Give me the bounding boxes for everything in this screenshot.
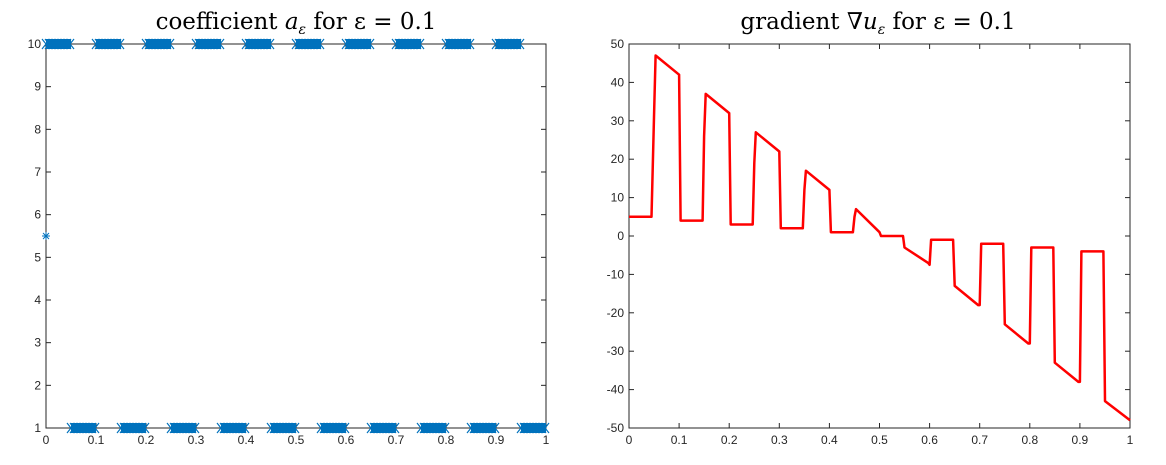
asterisk-markers <box>391 38 425 50</box>
x-tick-label: 0.6 <box>921 433 938 447</box>
tick-layer: 0 0.1 0.2 0.3 0.4 0.5 0.6 0.7 0.8 0.9 1 1 2 3 4 5 6 7 8 9 10 <box>28 37 550 447</box>
title-prefix: coefficient <box>156 9 285 35</box>
series-line <box>629 54 1131 422</box>
data-layer <box>629 54 1131 422</box>
tick-layer: 0 0.1 0.2 0.3 0.4 0.5 0.6 0.7 0.8 0.9 1 -50 -40 -30 -2… <box>607 37 1134 447</box>
x-tick-label: 0.7 <box>388 433 405 447</box>
chart-title: gradient ∇uε for ε = 0.1 <box>740 9 1015 38</box>
y-tick-label: 20 <box>611 152 625 166</box>
title-symbol: u <box>863 9 878 35</box>
y-tick-label: 30 <box>611 114 625 128</box>
y-tick-label: 6 <box>34 208 41 222</box>
asterisk-markers <box>441 38 475 50</box>
coefficient-chart: coefficient aε for ε = 0.1 0 0.1 0.2 0.3 0.4… <box>28 9 550 447</box>
y-tick-label: 50 <box>611 37 625 51</box>
asterisk-markers <box>516 422 550 434</box>
data-layer <box>41 38 550 434</box>
y-tick-label: -40 <box>607 383 625 397</box>
y-tick-label: 40 <box>611 75 625 89</box>
x-tick-label: 0.2 <box>138 433 155 447</box>
asterisk-markers <box>116 422 150 434</box>
x-tick-label: 0.6 <box>338 433 355 447</box>
asterisk-markers <box>91 38 125 50</box>
y-tick-label: 10 <box>28 37 42 51</box>
y-tick-label: 9 <box>34 80 41 94</box>
asterisk-markers <box>491 38 525 50</box>
x-tick-label: 0.8 <box>1021 433 1038 447</box>
y-tick-label: -50 <box>607 421 625 435</box>
x-tick-label: 1 <box>543 433 550 447</box>
x-tick-label: 0.4 <box>821 433 838 447</box>
axes-box <box>628 43 1131 429</box>
axes-box <box>45 43 547 429</box>
asterisk-markers <box>266 422 300 434</box>
asterisk-markers <box>416 422 450 434</box>
y-tick-label: -10 <box>607 267 625 281</box>
x-tick-label: 0 <box>43 433 50 447</box>
asterisk-markers <box>191 38 225 50</box>
title-subscript: ε <box>878 22 886 38</box>
x-tick-label: 0.1 <box>671 433 688 447</box>
y-tick-label: 2 <box>34 378 41 392</box>
chart-title: coefficient aε for ε = 0.1 <box>156 9 437 38</box>
asterisk-markers <box>316 422 350 434</box>
y-tick-label: -20 <box>607 306 625 320</box>
title-suffix: for ε = 0.1 <box>885 9 1015 35</box>
y-tick-label: -30 <box>607 344 625 358</box>
x-tick-label: 0.4 <box>238 433 255 447</box>
asterisk-markers <box>66 422 100 434</box>
x-tick-label: 0.9 <box>488 433 505 447</box>
y-tick-label: 5 <box>34 250 41 264</box>
y-tick-label: 7 <box>34 165 41 179</box>
y-tick-label: 10 <box>611 191 625 205</box>
gradient-chart: gradient ∇uε for ε = 0.1 0 0.1 0.2 0.3 0.4 0.… <box>607 9 1134 447</box>
asterisk-markers <box>366 422 400 434</box>
x-tick-label: 0 <box>626 433 633 447</box>
title-prefix: gradient ∇ <box>740 9 863 35</box>
x-tick-label: 0.7 <box>971 433 988 447</box>
data-point <box>42 232 50 240</box>
asterisk-markers <box>291 38 325 50</box>
x-tick-label: 0.2 <box>721 433 738 447</box>
asterisk-markers <box>241 38 275 50</box>
x-tick-label: 0.5 <box>288 433 305 447</box>
x-tick-label: 0.3 <box>188 433 205 447</box>
asterisk-markers <box>141 38 175 50</box>
x-tick-label: 0.5 <box>871 433 888 447</box>
x-tick-label: 1 <box>1127 433 1134 447</box>
x-tick-label: 0.8 <box>438 433 455 447</box>
asterisk-markers <box>466 422 500 434</box>
y-tick-label: 1 <box>34 421 41 435</box>
y-tick-label: 0 <box>617 229 624 243</box>
asterisk-markers <box>41 38 75 50</box>
title-subscript: ε <box>299 22 307 38</box>
x-tick-label: 0.9 <box>1072 433 1089 447</box>
asterisk-markers <box>341 38 375 50</box>
asterisk-markers <box>216 422 250 434</box>
y-tick-label: 4 <box>34 293 41 307</box>
y-tick-label: 8 <box>34 122 41 136</box>
x-tick-label: 0.3 <box>771 433 788 447</box>
y-tick-label: 3 <box>34 336 41 350</box>
x-tick-label: 0.1 <box>88 433 105 447</box>
title-suffix: for ε = 0.1 <box>306 9 436 35</box>
title-symbol: a <box>285 9 299 35</box>
asterisk-markers <box>166 422 200 434</box>
